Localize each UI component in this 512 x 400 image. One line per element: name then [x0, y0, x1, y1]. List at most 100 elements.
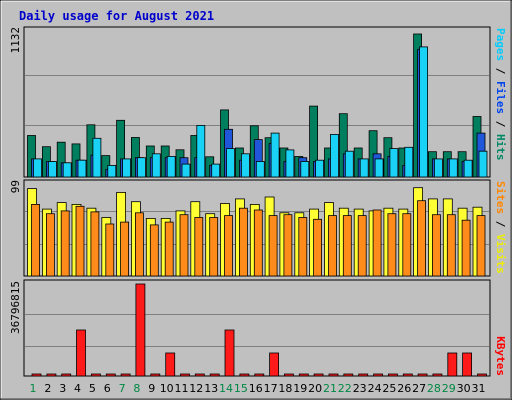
day-label-6: 6 [104, 382, 111, 395]
panel-kbytes-background [23, 279, 491, 377]
kbytes-bar-day-26 [402, 373, 413, 377]
pages-bar-day-2 [48, 161, 57, 178]
legend-files: Files [494, 81, 507, 114]
day-label-2: 2 [44, 382, 51, 395]
sites-bar-day-20 [313, 218, 323, 277]
sites-bar-day-25 [387, 213, 397, 277]
kbytes-bar-day-23 [358, 373, 369, 377]
sites-bar-day-17 [268, 215, 278, 277]
day-label-9: 9 [148, 382, 155, 395]
sites-bar-day-22 [342, 215, 352, 277]
sites-bar-day-27 [417, 200, 427, 277]
sites-bar-day-5 [90, 211, 100, 277]
pages-bar-day-17 [270, 132, 280, 178]
hits-files-pages-side-legend: Pages / Files / Hits [494, 28, 507, 161]
legend-pages: Pages [494, 28, 507, 61]
day-label-18: 18 [278, 382, 292, 395]
sites-bar-day-15 [238, 207, 248, 277]
kbytes-bar-day-6 [105, 373, 116, 377]
day-label-25: 25 [382, 382, 396, 395]
pages-bar-day-16 [255, 161, 265, 178]
pages-bar-day-7 [122, 158, 131, 178]
kbytes-bar-day-31 [477, 373, 487, 377]
pages-bar-day-31 [478, 150, 488, 178]
day-label-4: 4 [74, 382, 81, 395]
pages-bar-day-20 [315, 159, 325, 178]
day-label-28: 28 [427, 382, 441, 395]
kbytes-bar-day-24 [373, 373, 384, 377]
day-label-5: 5 [89, 382, 96, 395]
sites-bar-day-28 [431, 214, 441, 277]
kbytes-bar-day-12 [194, 373, 205, 377]
kbytes-bar-day-20 [313, 373, 324, 377]
day-label-26: 26 [397, 382, 411, 395]
sites-bar-day-3 [60, 210, 70, 277]
sites-bar-day-9 [149, 224, 159, 277]
day-label-22: 22 [338, 382, 352, 395]
kbytes-bar-day-30 [462, 352, 473, 377]
sites-bar-day-14 [224, 215, 233, 277]
visits-panel-max-label: 99 [9, 180, 22, 193]
kbytes-bar-day-29 [447, 352, 458, 377]
kbytes-bar-day-27 [417, 373, 428, 377]
sites-bar-day-13 [209, 217, 219, 277]
pages-bar-day-27 [419, 46, 429, 178]
sites-bar-day-2 [46, 213, 55, 277]
kbytes-bar-day-16 [254, 373, 265, 377]
hits-panel-max-label: 1132 [9, 27, 22, 54]
kbytes-bar-day-3 [61, 373, 72, 377]
pages-bar-day-3 [62, 162, 72, 178]
kbytes-bar-day-28 [432, 373, 443, 377]
pages-bar-day-9 [151, 153, 161, 178]
pages-bar-day-6 [107, 164, 117, 178]
pages-bar-day-5 [92, 137, 102, 178]
sites-bar-day-29 [446, 214, 456, 277]
sites-bar-day-23 [357, 215, 367, 277]
pages-bar-day-18 [285, 149, 295, 178]
pages-bar-day-21 [330, 133, 339, 178]
pages-bar-day-25 [389, 148, 399, 178]
day-label-23: 23 [353, 382, 367, 395]
pages-bar-day-14 [226, 148, 235, 178]
pages-bar-day-30 [463, 159, 473, 178]
day-label-15: 15 [234, 382, 248, 395]
legend-kbytes: KBytes [494, 336, 507, 376]
pages-bar-day-10 [166, 155, 176, 178]
sites-bar-day-12 [194, 217, 204, 277]
day-label-13: 13 [204, 382, 218, 395]
visits-sites-side-legend: Sites / Visits [494, 181, 507, 274]
pages-bar-day-28 [433, 158, 443, 178]
day-label-19: 19 [293, 382, 307, 395]
pages-bar-day-23 [359, 158, 369, 178]
pages-bar-day-13 [211, 163, 221, 178]
pages-bar-day-1 [33, 158, 42, 178]
kbytes-bar-day-14 [224, 329, 235, 377]
kbytes-bar-day-22 [343, 373, 354, 377]
sites-bar-day-30 [461, 219, 471, 277]
day-label-14: 14 [219, 382, 233, 395]
chart-title: Daily usage for August 2021 [19, 9, 214, 23]
sites-bar-day-31 [476, 215, 486, 277]
sites-bar-day-8 [134, 212, 144, 277]
legend-sites: Sites [494, 181, 507, 214]
day-label-8: 8 [133, 382, 140, 395]
kbytes-bar-day-5 [91, 373, 101, 377]
kbytes-bar-day-7 [120, 373, 131, 377]
kbytes-bar-day-18 [283, 373, 294, 377]
kbytes-bar-day-2 [46, 373, 57, 377]
pages-bar-day-12 [196, 125, 206, 178]
kbytes-bar-day-11 [180, 373, 190, 377]
pages-bar-day-4 [77, 159, 87, 178]
day-label-24: 24 [368, 382, 382, 395]
sites-bar-day-7 [120, 221, 129, 277]
sites-bar-day-1 [31, 203, 40, 277]
pages-bar-day-11 [181, 163, 191, 178]
day-label-20: 20 [308, 382, 322, 395]
side-legends: Pages / Files / Hits Sites / Visits KBytes [494, 28, 507, 376]
pages-bar-day-29 [448, 158, 458, 178]
hits-files-pages-legend-separator-2: / [494, 114, 507, 134]
kbytes-bar-day-21 [328, 373, 339, 377]
sites-bar-day-21 [328, 215, 337, 277]
kbytes-bar-day-17 [269, 352, 280, 377]
